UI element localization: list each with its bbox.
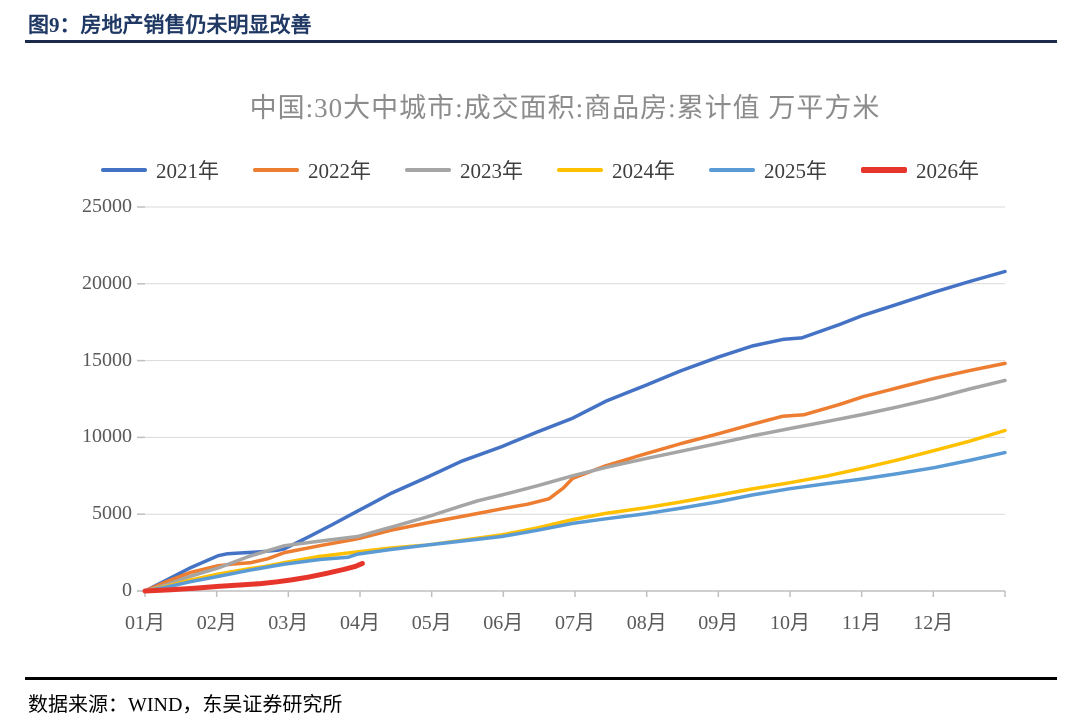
- legend-item-2022: 2022年: [253, 155, 371, 185]
- legend-label-2026: 2026年: [916, 159, 979, 183]
- xtick-jun: 06月: [483, 612, 524, 634]
- legend-label-2022: 2022年: [308, 159, 371, 183]
- header-rule: [25, 40, 1057, 43]
- xtick-feb: 02月: [196, 612, 237, 634]
- ytick-5000: 5000: [92, 502, 132, 525]
- footer-rule: [25, 677, 1057, 680]
- chart-legend: 2021年 2022年 2023年 2024年 2025年 2026年: [0, 155, 1080, 185]
- xtick-aug: 08月: [626, 612, 667, 634]
- xtick-jul: 07月: [555, 612, 595, 634]
- xtick-sep: 09月: [698, 612, 739, 634]
- ytick-0: 0: [122, 579, 132, 601]
- xtick-mar: 03月: [268, 612, 309, 634]
- series-line-2025年: [143, 450, 1007, 593]
- series-line-2021年: [143, 269, 1007, 593]
- legend-swatch-2024: [557, 168, 603, 172]
- series-line-2022年: [143, 361, 1007, 593]
- ytick-10000: 10000: [82, 425, 132, 448]
- legend-swatch-2026: [861, 167, 907, 173]
- legend-label-2025: 2025年: [764, 159, 827, 183]
- chart-title: 中国:30大中城市:成交面积:商品房:累计值 万平方米: [249, 93, 881, 123]
- legend-item-2023: 2023年: [405, 155, 523, 185]
- legend-swatch-2021: [101, 168, 147, 172]
- series-line-2026年: [142, 560, 365, 594]
- legend-item-2021: 2021年: [101, 155, 219, 185]
- legend-label-2024: 2024年: [612, 159, 675, 183]
- legend-label-2023: 2023年: [460, 159, 523, 183]
- ytick-25000: 25000: [82, 195, 132, 217]
- data-source-note: 数据来源：WIND，东吴证券研究所: [28, 694, 343, 716]
- xtick-oct: 10月: [770, 612, 810, 634]
- ytick-15000: 15000: [82, 348, 132, 371]
- legend-item-2024: 2024年: [557, 155, 675, 185]
- legend-swatch-2022: [253, 168, 299, 172]
- xtick-dec: 12月: [913, 612, 954, 634]
- legend-swatch-2023: [405, 168, 451, 172]
- legend-swatch-2025: [709, 168, 755, 172]
- figure-title: 图9：房地产销售仍未明显改善: [28, 13, 312, 37]
- xtick-apr: 04月: [340, 612, 380, 634]
- xtick-jan: 01月: [125, 612, 165, 634]
- series-line-2023年: [143, 378, 1007, 593]
- legend-item-2025: 2025年: [709, 155, 827, 185]
- ytick-20000: 20000: [82, 271, 132, 294]
- legend-label-2021: 2021年: [156, 159, 219, 183]
- xtick-may: 05月: [411, 612, 452, 634]
- legend-item-2026: 2026年: [861, 155, 979, 185]
- xtick-nov: 11月: [842, 612, 882, 634]
